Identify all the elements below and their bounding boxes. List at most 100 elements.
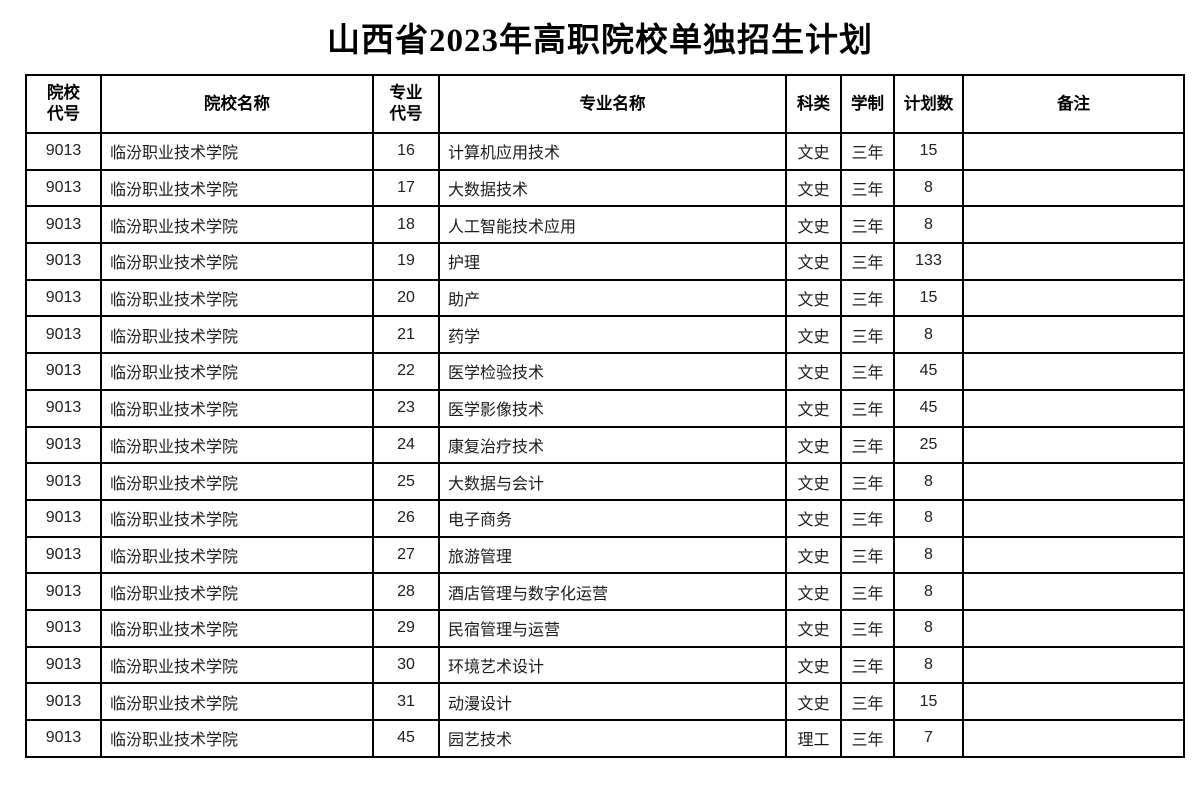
- cell-major-name: 大数据技术: [438, 168, 787, 208]
- cell-college-code: 9013: [25, 388, 102, 428]
- cell-duration: 三年: [840, 462, 895, 501]
- table-row: 9013 临汾职业技术学院 28 酒店管理与数字化运营 文史 三年 8: [25, 572, 1185, 611]
- cell-major-code: 26: [372, 498, 440, 538]
- cell-duration: 三年: [840, 168, 895, 208]
- cell-remark: [962, 425, 1185, 465]
- cell-college-name: 临汾职业技术学院: [100, 719, 374, 758]
- cell-college-code: 9013: [25, 278, 102, 318]
- cell-college-name: 临汾职业技术学院: [100, 352, 374, 391]
- cell-college-code: 9013: [25, 572, 102, 611]
- cell-remark: [962, 498, 1185, 538]
- cell-subject-type: 文史: [785, 572, 842, 611]
- cell-major-name: 助产: [438, 278, 787, 318]
- cell-college-name: 临汾职业技术学院: [100, 168, 374, 208]
- cell-subject-type: 理工: [785, 719, 842, 758]
- cell-duration: 三年: [840, 719, 895, 758]
- cell-plan-count: 15: [893, 278, 964, 318]
- cell-remark: [962, 682, 1185, 721]
- cell-subject-type: 文史: [785, 168, 842, 208]
- cell-duration: 三年: [840, 315, 895, 355]
- cell-major-code: 24: [372, 425, 440, 465]
- cell-major-name: 旅游管理: [438, 535, 787, 575]
- cell-duration: 三年: [840, 645, 895, 685]
- cell-college-name: 临汾职业技术学院: [100, 205, 374, 245]
- cell-remark: [962, 572, 1185, 611]
- cell-college-code: 9013: [25, 242, 102, 281]
- table-row: 9013 临汾职业技术学院 25 大数据与会计 文史 三年 8: [25, 462, 1185, 501]
- cell-plan-count: 45: [893, 352, 964, 391]
- cell-duration: 三年: [840, 132, 895, 171]
- cell-college-name: 临汾职业技术学院: [100, 535, 374, 575]
- cell-remark: [962, 168, 1185, 208]
- cell-college-name: 临汾职业技术学院: [100, 132, 374, 171]
- cell-duration: 三年: [840, 388, 895, 428]
- cell-college-code: 9013: [25, 535, 102, 575]
- cell-duration: 三年: [840, 205, 895, 245]
- cell-major-name: 人工智能技术应用: [438, 205, 787, 245]
- header-duration: 学制: [840, 74, 895, 134]
- cell-major-code: 21: [372, 315, 440, 355]
- cell-college-name: 临汾职业技术学院: [100, 388, 374, 428]
- cell-remark: [962, 315, 1185, 355]
- header-major-name: 专业名称: [438, 74, 787, 134]
- cell-college-code: 9013: [25, 425, 102, 465]
- cell-major-name: 大数据与会计: [438, 462, 787, 501]
- cell-subject-type: 文史: [785, 498, 842, 538]
- cell-major-name: 电子商务: [438, 498, 787, 538]
- table-row: 9013 临汾职业技术学院 18 人工智能技术应用 文史 三年 8: [25, 205, 1185, 245]
- cell-subject-type: 文史: [785, 608, 842, 648]
- cell-major-name: 康复治疗技术: [438, 425, 787, 465]
- cell-major-name: 护理: [438, 242, 787, 281]
- cell-duration: 三年: [840, 535, 895, 575]
- header-major-code: 专业 代号: [372, 74, 440, 134]
- table-header: 院校 代号 院校名称 专业 代号 专业名称 科类 学制 计划数 备注: [25, 74, 1185, 134]
- table-row: 9013 临汾职业技术学院 19 护理 文史 三年 133: [25, 242, 1185, 281]
- cell-college-code: 9013: [25, 315, 102, 355]
- cell-subject-type: 文史: [785, 278, 842, 318]
- header-remark: 备注: [962, 74, 1185, 134]
- cell-plan-count: 8: [893, 205, 964, 245]
- cell-plan-count: 8: [893, 608, 964, 648]
- cell-duration: 三年: [840, 352, 895, 391]
- cell-college-name: 临汾职业技术学院: [100, 682, 374, 721]
- cell-plan-count: 8: [893, 645, 964, 685]
- cell-college-code: 9013: [25, 132, 102, 171]
- table-row: 9013 临汾职业技术学院 30 环境艺术设计 文史 三年 8: [25, 645, 1185, 685]
- cell-plan-count: 15: [893, 132, 964, 171]
- cell-subject-type: 文史: [785, 425, 842, 465]
- cell-subject-type: 文史: [785, 388, 842, 428]
- cell-college-name: 临汾职业技术学院: [100, 462, 374, 501]
- cell-subject-type: 文史: [785, 682, 842, 721]
- cell-major-code: 19: [372, 242, 440, 281]
- cell-major-name: 动漫设计: [438, 682, 787, 721]
- cell-major-code: 18: [372, 205, 440, 245]
- cell-major-code: 30: [372, 645, 440, 685]
- table-row: 9013 临汾职业技术学院 16 计算机应用技术 文史 三年 15: [25, 132, 1185, 171]
- cell-college-name: 临汾职业技术学院: [100, 572, 374, 611]
- header-college-code: 院校 代号: [25, 74, 102, 134]
- cell-remark: [962, 132, 1185, 171]
- cell-duration: 三年: [840, 425, 895, 465]
- cell-major-name: 环境艺术设计: [438, 645, 787, 685]
- cell-major-name: 民宿管理与运营: [438, 608, 787, 648]
- cell-major-code: 23: [372, 388, 440, 428]
- cell-plan-count: 8: [893, 535, 964, 575]
- table-body: 9013 临汾职业技术学院 16 计算机应用技术 文史 三年 15 9013 临汾职业技术学院 1…: [25, 132, 1185, 758]
- cell-college-code: 9013: [25, 608, 102, 648]
- header-row: 院校 代号 院校名称 专业 代号 专业名称 科类 学制 计划数 备注: [25, 74, 1185, 134]
- cell-college-code: 9013: [25, 498, 102, 538]
- cell-college-name: 临汾职业技术学院: [100, 315, 374, 355]
- cell-major-code: 25: [372, 462, 440, 501]
- table-row: 9013 临汾职业技术学院 23 医学影像技术 文史 三年 45: [25, 388, 1185, 428]
- cell-duration: 三年: [840, 608, 895, 648]
- cell-plan-count: 8: [893, 572, 964, 611]
- cell-college-code: 9013: [25, 352, 102, 391]
- cell-remark: [962, 388, 1185, 428]
- cell-subject-type: 文史: [785, 205, 842, 245]
- cell-subject-type: 文史: [785, 352, 842, 391]
- cell-major-name: 计算机应用技术: [438, 132, 787, 171]
- cell-duration: 三年: [840, 498, 895, 538]
- cell-subject-type: 文史: [785, 242, 842, 281]
- table-row: 9013 临汾职业技术学院 22 医学检验技术 文史 三年 45: [25, 352, 1185, 391]
- header-subject-type: 科类: [785, 74, 842, 134]
